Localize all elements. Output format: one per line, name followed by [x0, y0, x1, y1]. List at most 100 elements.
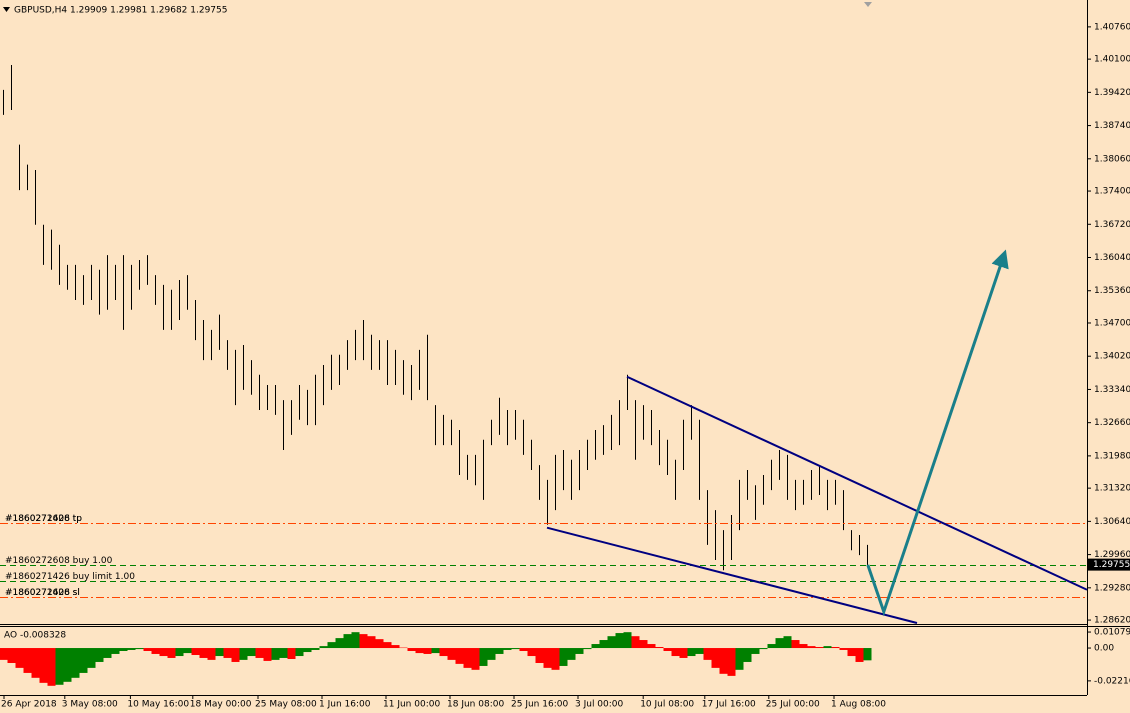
- chart-title: GBPUSD,H4 1.29909 1.29981 1.29682 1.2975…: [14, 6, 227, 16]
- ao-bar: [751, 648, 760, 654]
- ao-bar: [287, 648, 296, 659]
- ao-bar: [383, 642, 392, 649]
- ao-bar: [527, 648, 536, 657]
- ao-bar: [735, 648, 744, 670]
- ao-bar: [375, 639, 384, 649]
- ao-bar: [167, 648, 176, 658]
- ao-bar: [295, 648, 304, 657]
- ao-bar: [727, 648, 736, 676]
- ao-bar: [567, 648, 576, 660]
- ao-bar: [759, 648, 768, 650]
- x-tick-label: 17 Jul 16:00: [702, 700, 756, 710]
- y-tick-label: 1.38060: [1094, 154, 1130, 164]
- ao-bar: [407, 648, 416, 651]
- ao-bar: [719, 648, 728, 674]
- ao-bar: [575, 648, 584, 654]
- ao-bar: [191, 648, 200, 655]
- ao-bar: [623, 632, 632, 649]
- ao-bar: [679, 648, 688, 658]
- y-tick-label: 1.35360: [1094, 286, 1130, 296]
- ao-bar: [127, 648, 136, 650]
- ao-bar: [199, 648, 208, 658]
- x-tick-label: 25 Jul 00:00: [766, 700, 820, 710]
- ao-bar: [143, 648, 152, 651]
- order-label: #1860272608 buy 1.00: [5, 556, 113, 566]
- ao-bar: [711, 648, 720, 668]
- ao-bar: [703, 648, 712, 660]
- y-tick-label: 1.37400: [1094, 187, 1130, 197]
- ao-bar: [855, 648, 864, 662]
- ao-bar: [207, 648, 216, 660]
- ao-bar: [655, 647, 664, 649]
- y-tick-label: 1.34020: [1094, 352, 1130, 362]
- ao-bar: [319, 646, 328, 649]
- ao-bar: [847, 648, 856, 657]
- order-label: #1860271426 sl: [5, 588, 80, 598]
- ao-bar: [175, 648, 184, 657]
- ao-bar: [0, 648, 8, 660]
- ao-bar: [359, 634, 368, 649]
- ao-bar: [663, 648, 672, 651]
- x-tick-label: 3 May 08:00: [62, 700, 118, 710]
- ao-bar: [31, 648, 40, 678]
- ao-bar: [55, 648, 64, 685]
- ao-bar: [231, 648, 240, 662]
- ao-bar: [743, 648, 752, 662]
- ao-bar: [367, 636, 376, 649]
- ao-bar: [695, 648, 704, 654]
- x-tick-label: 18 Jun 08:00: [447, 700, 504, 710]
- ao-bar: [783, 636, 792, 649]
- y-tick-label: 1.31320: [1094, 484, 1130, 494]
- ao-bar: [311, 648, 320, 650]
- ao-bar: [639, 640, 648, 649]
- ao-bar: [455, 648, 464, 664]
- symbol-menu-icon[interactable]: [3, 7, 10, 12]
- ao-bar: [631, 636, 640, 649]
- ao-bar: [551, 648, 560, 670]
- ao-bar: [767, 644, 776, 649]
- ao-bar: [223, 648, 232, 658]
- ao-bar: [543, 648, 552, 668]
- ao-bar: [607, 636, 616, 649]
- ao-bar: [423, 648, 432, 654]
- x-tick-label: 25 May 08:00: [255, 700, 317, 710]
- ao-bar: [87, 648, 96, 668]
- trendline: [546, 526, 918, 624]
- trendline: [626, 375, 1088, 591]
- ao-bar: [775, 638, 784, 649]
- ao-bar: [591, 644, 600, 649]
- y-tick-label: 1.30640: [1094, 517, 1130, 527]
- ao-bar: [63, 648, 72, 682]
- ao-bar: [431, 648, 440, 654]
- ao-bar: [687, 648, 696, 657]
- ao-bar: [511, 648, 520, 650]
- y-tick-label: 1.34700: [1094, 318, 1130, 328]
- y-tick-label: 1.31980: [1094, 451, 1130, 461]
- ao-bar: [7, 648, 16, 663]
- y-tick-label: 1.40100: [1094, 55, 1130, 65]
- x-tick-label: 10 Jul 08:00: [640, 700, 694, 710]
- ao-bar: [271, 648, 280, 660]
- y-tick-label: 0.010792: [1094, 628, 1130, 638]
- ao-bar: [519, 648, 528, 651]
- ao-bar: [839, 648, 848, 650]
- ao-bar: [391, 645, 400, 649]
- x-tick-label: 3 Jul 00:00: [575, 700, 624, 710]
- ao-bar: [151, 648, 160, 654]
- ao-bar: [439, 648, 448, 657]
- ao-bar: [327, 642, 336, 649]
- ao-bar: [215, 648, 224, 657]
- last-price-label: 1.29755: [1093, 560, 1130, 570]
- ao-bar: [103, 648, 112, 658]
- indicator-title: AO -0.008328: [4, 631, 66, 641]
- ao-bar: [183, 648, 192, 654]
- ao-bar: [599, 640, 608, 649]
- y-tick-label: 1.36720: [1094, 220, 1130, 230]
- ao-bar: [447, 648, 456, 660]
- order-label: #1860271426 tp: [5, 514, 82, 524]
- ao-bar: [247, 648, 256, 657]
- x-tick-label: 26 Apr 2018: [1, 700, 57, 710]
- y-tick-label: 1.36040: [1094, 253, 1130, 263]
